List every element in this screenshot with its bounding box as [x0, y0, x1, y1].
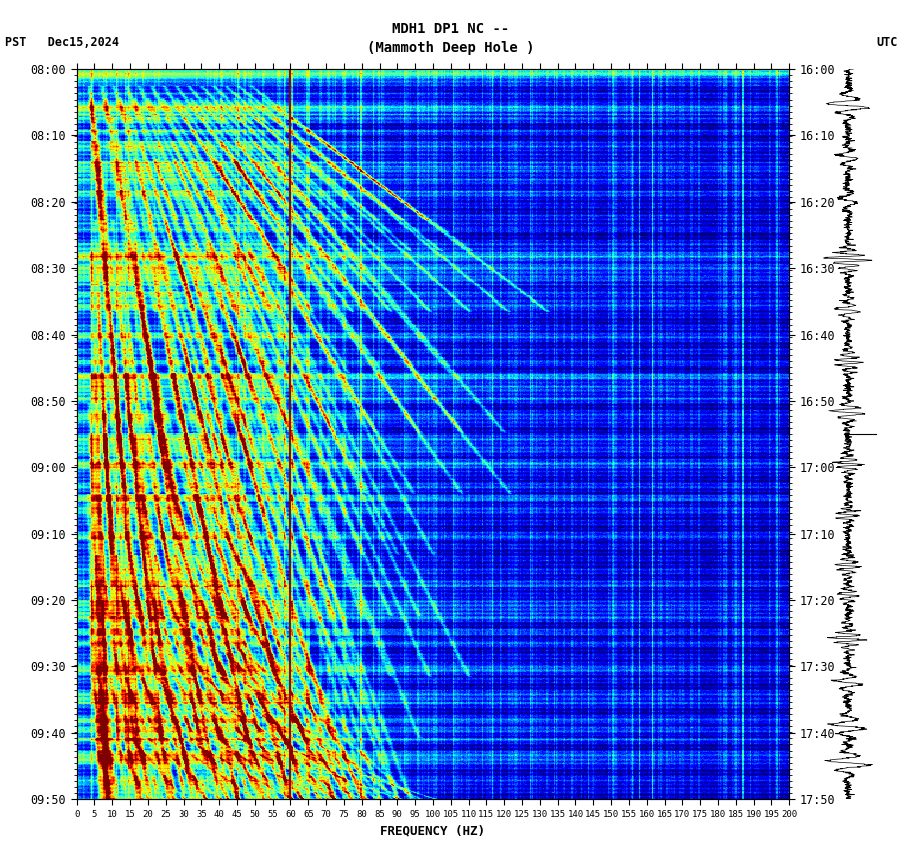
Text: UTC: UTC — [876, 36, 897, 49]
Text: (Mammoth Deep Hole ): (Mammoth Deep Hole ) — [367, 41, 535, 54]
Text: MDH1 DP1 NC --: MDH1 DP1 NC -- — [392, 22, 510, 35]
Text: PST   Dec15,2024: PST Dec15,2024 — [5, 36, 118, 49]
X-axis label: FREQUENCY (HZ): FREQUENCY (HZ) — [381, 824, 485, 837]
